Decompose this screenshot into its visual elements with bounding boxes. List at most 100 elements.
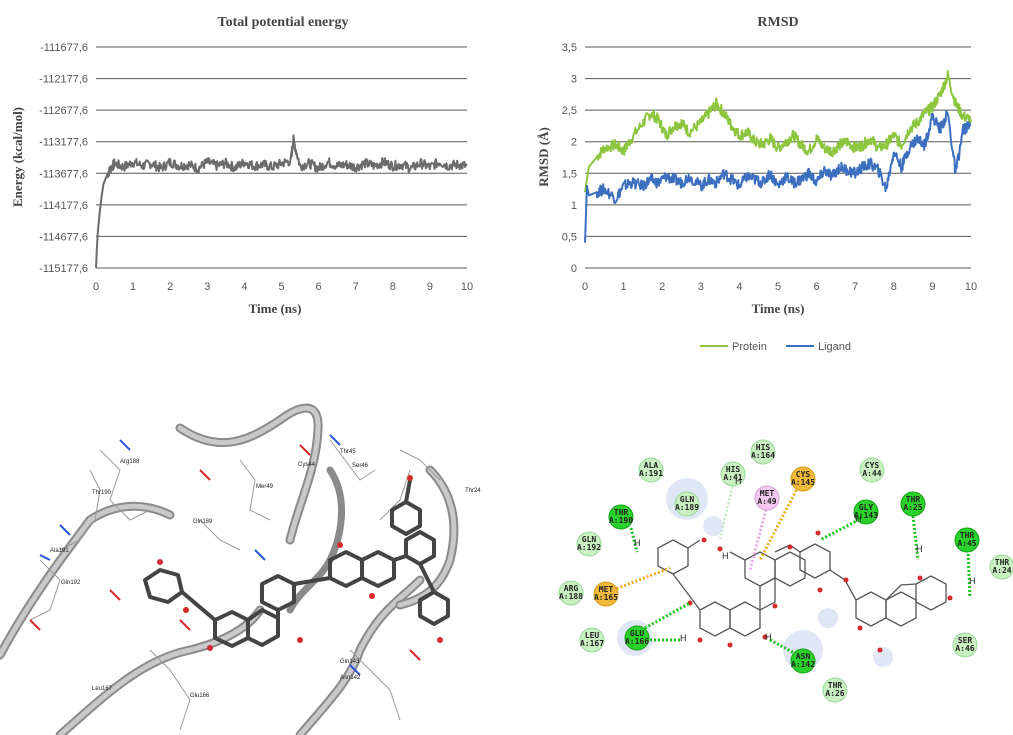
residue-disc bbox=[750, 439, 776, 465]
residue-disc bbox=[859, 457, 885, 483]
chartB-y-tick-label: 2,5 bbox=[562, 105, 577, 117]
residue-disc bbox=[790, 466, 816, 492]
residue-label: ASN A:142 bbox=[791, 652, 815, 669]
chartB-y-tick-label: 3,5 bbox=[562, 42, 577, 54]
residue-label: HIS A:164 bbox=[751, 443, 775, 460]
hydrogen-atom-label: H bbox=[634, 538, 641, 548]
chartB-x-tick-label: 6 bbox=[814, 281, 820, 293]
residue-label-3d: Ala191 bbox=[50, 548, 69, 554]
residue-disc bbox=[900, 491, 926, 517]
chartB-x-tick-label: 10 bbox=[965, 281, 977, 293]
heteroatoms bbox=[29, 434, 421, 676]
chartB-x-tick-label: 7 bbox=[852, 281, 858, 293]
residue-label-3d: Thr24 bbox=[465, 488, 481, 494]
chartA-x-tick-label: 0 bbox=[93, 281, 99, 293]
residue-disc bbox=[674, 491, 700, 517]
residue-disc bbox=[593, 581, 619, 607]
chartB-y-tick-label: 0,5 bbox=[562, 231, 577, 243]
energy-x-axis-label: Time (ns) bbox=[249, 301, 302, 316]
residue-label: ALA A:191 bbox=[639, 461, 663, 478]
residue-label-3d: Cys44 bbox=[298, 462, 316, 468]
energy-y-axis-label: Energy (kcal/mol) bbox=[10, 107, 25, 207]
chartA-y-tick-label: -113177,6 bbox=[39, 137, 88, 149]
hydrogen-atom-label: H bbox=[765, 632, 772, 642]
chartA-x-tick-label: 7 bbox=[353, 281, 359, 293]
energy-chart: Total potential energy -111677,6 -112177,… bbox=[10, 15, 473, 316]
chartA-y-tick-label: -112177,6 bbox=[39, 74, 88, 86]
rmsd-chart: RMSD 3,5 3 2,5 2 1,5 1 0,5 0 0 1 2 3 4 5 6 7 8 9 10 Time … bbox=[536, 15, 977, 353]
hydrogen-atom-label: H bbox=[855, 514, 862, 524]
chartB-series-line-0 bbox=[584, 70, 972, 193]
residue-label: GLY A:143 bbox=[854, 503, 878, 520]
residue-label-3d: Thr190 bbox=[92, 490, 112, 496]
residue-disc bbox=[638, 457, 664, 483]
hydrogen-atom-label: H bbox=[969, 576, 976, 586]
chartB-y-tick-label: 1 bbox=[571, 200, 577, 212]
residue-label: CYS A:145 bbox=[791, 470, 815, 487]
protein-ribbon bbox=[0, 403, 459, 735]
chartA-x-tick-label: 4 bbox=[241, 281, 247, 293]
chartB-x-tick-label: 5 bbox=[775, 281, 781, 293]
chartA-x-tick-label: 8 bbox=[390, 281, 396, 293]
residue-label-3d: Glu166 bbox=[190, 693, 210, 699]
residue-disc bbox=[576, 531, 602, 557]
residue-label: GLU A:166 bbox=[625, 629, 649, 646]
residue-label: MET A:165 bbox=[594, 585, 618, 602]
residue-label: THR A:24 bbox=[992, 558, 1011, 575]
chartB-x-tick-label: 8 bbox=[891, 281, 897, 293]
residue-label-3d: Ser46 bbox=[352, 463, 369, 469]
legend-protein-label: Protein bbox=[732, 341, 767, 353]
residue-disc bbox=[558, 580, 584, 606]
residue-label: ARG A:188 bbox=[559, 584, 583, 601]
rmsd-x-axis-label: Time (ns) bbox=[752, 301, 805, 316]
chartA-y-tick-label: -112677,6 bbox=[39, 105, 88, 117]
interaction-lines bbox=[612, 474, 972, 657]
residue-label-3d: Arg188 bbox=[120, 459, 140, 465]
binding-pose-3d: Thr45 Ser46 Cys44 Arg188 Mer49 Thr190 Thr24 Gln… bbox=[0, 403, 481, 735]
side-chains bbox=[29, 439, 441, 731]
ligand-sticks bbox=[143, 479, 450, 648]
residue-label: LEU A:167 bbox=[580, 631, 604, 648]
energy-chart-title: Total potential energy bbox=[218, 15, 349, 30]
chartA-series-line-0 bbox=[95, 134, 468, 269]
chartB-y-tick-label: 2 bbox=[571, 137, 577, 149]
residue-label-3d: Mer49 bbox=[256, 484, 274, 490]
chartA-y-tick-label: -111677,6 bbox=[40, 42, 88, 54]
chartB-series-line-1 bbox=[584, 110, 972, 243]
hydrogen-atom-label: H bbox=[735, 476, 742, 486]
interaction-diagram-2d: ALA A:191 HIS A:164 HIS A:41 CYS A:145 CYS A:44 GL… bbox=[558, 439, 1013, 703]
chartA-x-tick-label: 3 bbox=[204, 281, 210, 293]
chartB-y-tick-label: 1,5 bbox=[562, 168, 577, 180]
residue-disc bbox=[952, 632, 978, 658]
residue-label-3d: Leu167 bbox=[92, 686, 113, 692]
chartB-x-tick-label: 4 bbox=[736, 281, 742, 293]
residue-label: SER A:46 bbox=[955, 636, 974, 653]
residue-disc bbox=[954, 527, 980, 553]
residue-label-3d: Thr45 bbox=[340, 449, 356, 455]
chartA-x-tick-label: 5 bbox=[278, 281, 284, 293]
chartB-y-tick-label: 3 bbox=[571, 74, 577, 86]
legend-ligand-label: Ligand bbox=[818, 341, 851, 353]
chartB-y-tick-label: 0 bbox=[571, 263, 577, 275]
chartA-y-tick-label: -114677,6 bbox=[39, 231, 88, 243]
chartB-x-tick-label: 2 bbox=[659, 281, 665, 293]
residue-disc bbox=[624, 625, 650, 651]
chartA-y-tick-label: -115177,6 bbox=[39, 263, 88, 275]
residue-label-3d: Gln143 bbox=[340, 659, 360, 665]
chartA-x-tick-label: 1 bbox=[130, 281, 136, 293]
residue-disc bbox=[754, 485, 780, 511]
residue-disc bbox=[822, 677, 848, 703]
hydrogen-atom-label: H bbox=[722, 551, 729, 561]
chartA-x-tick-label: 6 bbox=[316, 281, 322, 293]
hydrogen-atom-label: H bbox=[916, 544, 923, 554]
chartB-x-tick-label: 3 bbox=[698, 281, 704, 293]
residue-label: MET A:49 bbox=[757, 489, 776, 506]
residue-disc bbox=[720, 461, 746, 487]
residue-disc bbox=[790, 648, 816, 674]
rmsd-chart-title: RMSD bbox=[757, 15, 798, 30]
residue-label: CYS A:44 bbox=[862, 461, 881, 478]
residue-label-3d: Gln192 bbox=[61, 580, 81, 586]
residue-label: GLN A:192 bbox=[577, 535, 601, 552]
rmsd-legend: Protein Ligand bbox=[700, 341, 851, 353]
